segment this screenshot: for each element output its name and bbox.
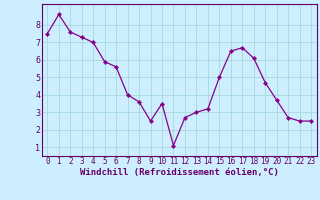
X-axis label: Windchill (Refroidissement éolien,°C): Windchill (Refroidissement éolien,°C) bbox=[80, 168, 279, 177]
